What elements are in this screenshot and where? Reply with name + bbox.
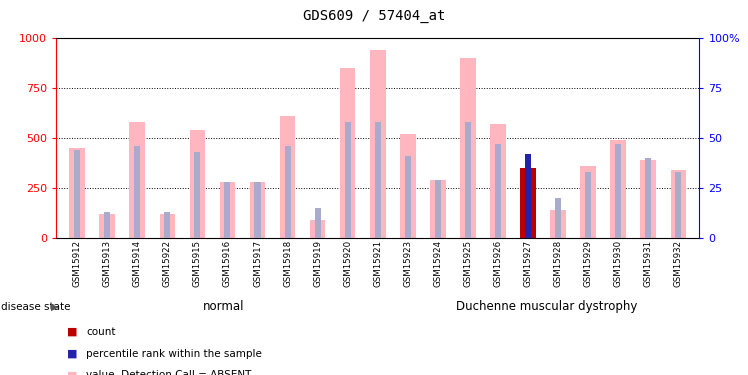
Bar bbox=[405, 156, 411, 238]
Text: GSM15917: GSM15917 bbox=[253, 240, 262, 287]
Bar bbox=[375, 122, 381, 238]
Text: percentile rank within the sample: percentile rank within the sample bbox=[86, 349, 262, 358]
Text: GSM15914: GSM15914 bbox=[132, 240, 142, 287]
Bar bbox=[165, 212, 171, 238]
Bar bbox=[189, 130, 205, 238]
Bar bbox=[250, 182, 266, 238]
Text: value, Detection Call = ABSENT: value, Detection Call = ABSENT bbox=[86, 370, 251, 375]
Bar bbox=[370, 50, 385, 238]
Text: ■: ■ bbox=[67, 370, 78, 375]
Bar bbox=[280, 116, 295, 238]
Text: count: count bbox=[86, 327, 115, 337]
Bar bbox=[70, 148, 85, 238]
Text: GSM15932: GSM15932 bbox=[674, 240, 683, 287]
Text: ■: ■ bbox=[67, 349, 78, 358]
Text: GSM15926: GSM15926 bbox=[494, 240, 503, 287]
Bar bbox=[134, 146, 141, 238]
Text: GSM15929: GSM15929 bbox=[583, 240, 592, 286]
Bar bbox=[580, 166, 596, 238]
Bar bbox=[555, 198, 561, 238]
Bar bbox=[74, 150, 80, 238]
Bar bbox=[460, 58, 476, 238]
Text: ▶: ▶ bbox=[51, 302, 58, 312]
Text: GSM15923: GSM15923 bbox=[403, 240, 412, 287]
Text: normal: normal bbox=[203, 300, 244, 313]
Bar bbox=[315, 208, 321, 238]
Bar bbox=[465, 122, 471, 238]
Bar bbox=[640, 160, 656, 238]
Bar bbox=[345, 122, 351, 238]
Text: GSM15919: GSM15919 bbox=[313, 240, 322, 286]
Text: ■: ■ bbox=[67, 327, 78, 337]
Text: GSM15916: GSM15916 bbox=[223, 240, 232, 287]
Text: GSM15913: GSM15913 bbox=[102, 240, 111, 287]
Text: GSM15918: GSM15918 bbox=[283, 240, 292, 287]
Text: GSM15922: GSM15922 bbox=[163, 240, 172, 287]
Bar bbox=[310, 220, 325, 238]
Bar bbox=[615, 144, 622, 238]
Bar bbox=[520, 168, 536, 238]
Text: Duchenne muscular dystrophy: Duchenne muscular dystrophy bbox=[456, 300, 637, 313]
Bar bbox=[675, 172, 681, 238]
Bar bbox=[194, 152, 200, 238]
Bar bbox=[129, 122, 145, 238]
Bar bbox=[400, 134, 416, 238]
Bar bbox=[646, 158, 652, 238]
Text: GDS609 / 57404_at: GDS609 / 57404_at bbox=[303, 9, 445, 23]
Bar bbox=[284, 146, 290, 238]
Text: GSM15930: GSM15930 bbox=[613, 240, 623, 287]
Bar bbox=[495, 144, 501, 238]
Bar bbox=[670, 170, 686, 238]
Text: GSM15931: GSM15931 bbox=[644, 240, 653, 287]
Text: GSM15920: GSM15920 bbox=[343, 240, 352, 287]
Bar bbox=[220, 182, 236, 238]
Bar bbox=[254, 182, 260, 238]
Bar bbox=[104, 212, 110, 238]
Text: GSM15924: GSM15924 bbox=[433, 240, 442, 287]
Bar bbox=[430, 180, 446, 238]
Bar bbox=[551, 210, 566, 238]
Bar bbox=[525, 154, 531, 238]
Text: GSM15915: GSM15915 bbox=[193, 240, 202, 287]
Text: GSM15925: GSM15925 bbox=[464, 240, 473, 287]
Bar bbox=[99, 214, 115, 238]
Text: GSM15927: GSM15927 bbox=[524, 240, 533, 287]
Bar bbox=[435, 180, 441, 238]
Bar bbox=[490, 124, 506, 238]
Bar bbox=[585, 172, 591, 238]
Text: GSM15928: GSM15928 bbox=[554, 240, 562, 287]
Bar bbox=[340, 68, 355, 238]
Bar bbox=[159, 214, 175, 238]
Bar bbox=[610, 140, 626, 238]
Bar bbox=[224, 182, 230, 238]
Text: GSM15921: GSM15921 bbox=[373, 240, 382, 287]
Text: disease state: disease state bbox=[1, 302, 70, 312]
Text: GSM15912: GSM15912 bbox=[73, 240, 82, 287]
